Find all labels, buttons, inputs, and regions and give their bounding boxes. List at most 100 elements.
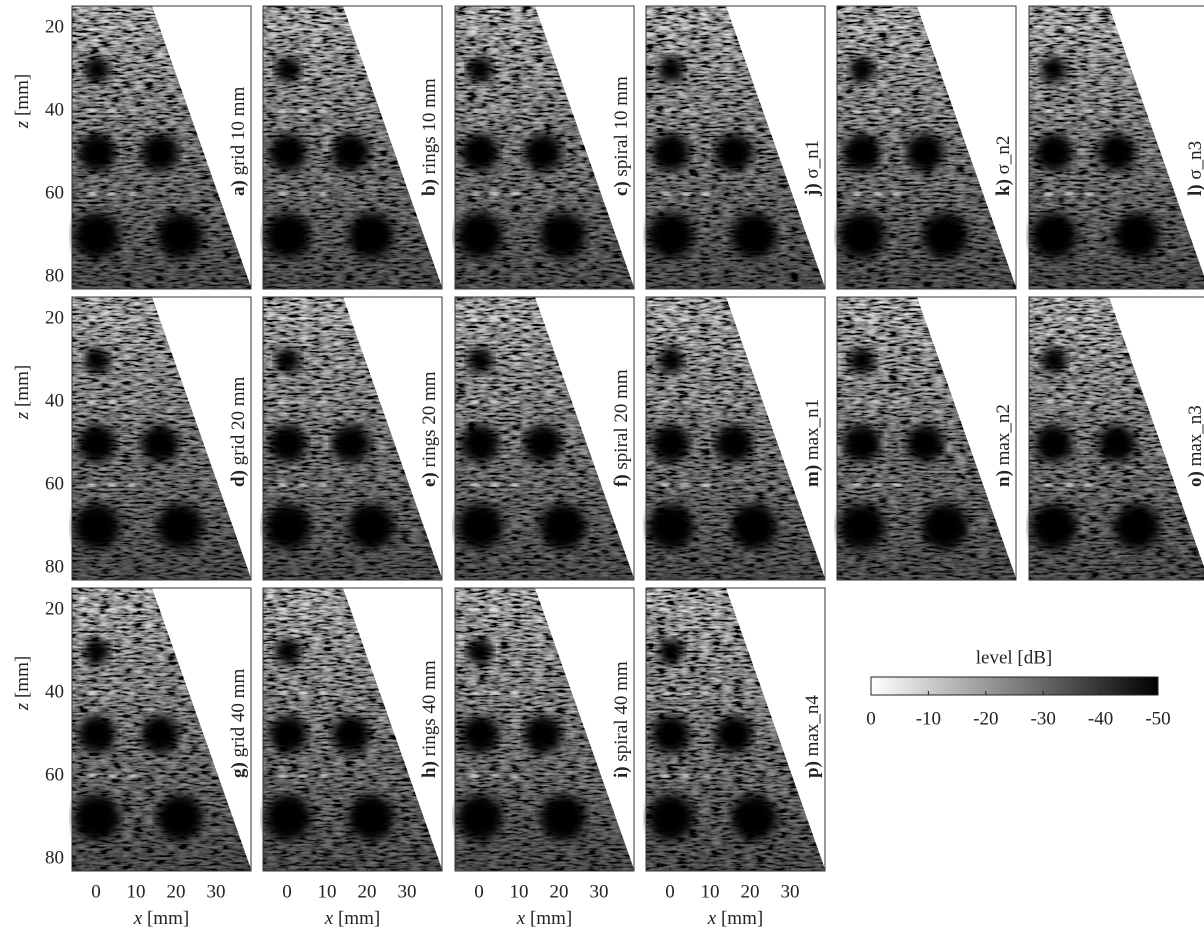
panel (262, 587, 443, 872)
panel-frame (454, 587, 635, 872)
x-axis-label: x [mm] (707, 908, 763, 929)
reflector (298, 317, 308, 321)
panel-letter: k) (993, 179, 1014, 196)
panel-label: i) spiral 40 mm (611, 661, 632, 778)
panel-label: a) grid 10 mm (228, 87, 249, 196)
reflector (87, 400, 97, 404)
colorbar-tick-label: -10 (916, 708, 941, 729)
panel-label: n) max_n2 (993, 404, 1014, 487)
reflector (278, 608, 288, 612)
reflector (318, 317, 328, 321)
reflector (510, 691, 520, 695)
x-axis-label: x [mm] (324, 908, 380, 929)
z-unit: [mm] (12, 365, 33, 407)
reflector (510, 774, 520, 778)
x-axis-label: x [mm] (133, 908, 189, 929)
panel-frame (836, 5, 1017, 290)
cyst (1035, 133, 1073, 172)
cyst (1031, 503, 1077, 550)
sector-edge (152, 297, 252, 581)
reflector (1044, 192, 1054, 196)
panel-frame (836, 296, 1017, 581)
reflector (701, 109, 711, 113)
panel-letter: m) (802, 465, 823, 487)
cyst (74, 794, 120, 841)
cyst (84, 347, 110, 374)
reflector (298, 774, 308, 778)
reflector (661, 608, 671, 612)
panel (836, 296, 1017, 581)
reflector (470, 192, 480, 196)
x-tick-label: 10 (510, 881, 529, 902)
x-var: x (707, 908, 717, 929)
reflector (510, 26, 520, 30)
cyst (332, 424, 370, 463)
cyst (467, 56, 493, 83)
reflector (701, 691, 711, 695)
reflector (107, 691, 117, 695)
reflector (490, 774, 500, 778)
panel-frame (645, 5, 826, 290)
reflector (278, 483, 288, 487)
reflector (661, 774, 671, 778)
reflector (107, 192, 117, 196)
x-tick-label: 10 (127, 881, 146, 902)
cyst (1031, 212, 1077, 259)
panel-label: g) grid 40 mm (228, 669, 249, 778)
x-tick-label: 20 (358, 881, 377, 902)
panel-letter: g) (228, 762, 249, 778)
sector-edge (152, 588, 252, 872)
reflector (490, 483, 500, 487)
x-tick-label: 20 (167, 881, 186, 902)
reflector (1084, 483, 1094, 487)
z-tick-label: 80 (45, 265, 64, 286)
reflector (298, 691, 308, 695)
reflector (107, 26, 117, 30)
panel-letter: l) (1185, 184, 1204, 196)
cyst (1041, 56, 1067, 83)
cyst (648, 794, 694, 841)
reflector (1044, 109, 1054, 113)
reflector (681, 192, 691, 196)
reflector (87, 26, 97, 30)
reflector (318, 26, 328, 30)
colorbar-tick-label: -50 (1145, 708, 1170, 729)
z-axis-label: z [mm] (12, 656, 33, 711)
reflector (470, 774, 480, 778)
reflector (490, 400, 500, 404)
panel-letter: e) (419, 472, 440, 487)
panel-label: k) σ_n2 (993, 136, 1014, 196)
reflector (1084, 400, 1094, 404)
panel-frame (645, 587, 826, 872)
x-tick-label: 30 (207, 881, 226, 902)
panel-frame (1028, 296, 1204, 581)
panel-label: d) grid 20 mm (228, 376, 249, 487)
cyst (348, 212, 394, 259)
cyst (1098, 133, 1136, 172)
panel-label: o) max_n3 (1185, 405, 1204, 487)
cyst (922, 503, 968, 550)
panel (1028, 5, 1204, 290)
x-var: x (516, 908, 526, 929)
reflector (127, 483, 137, 487)
panel-frame (262, 587, 443, 872)
panel-label: f) spiral 20 mm (611, 369, 632, 487)
reflector (661, 483, 671, 487)
panel (645, 5, 826, 290)
reflector (872, 192, 882, 196)
panel-letter: d) (228, 470, 249, 487)
reflector (490, 608, 500, 612)
reflector (278, 26, 288, 30)
reflector (127, 109, 137, 113)
x-var: x (324, 908, 334, 929)
reflector (107, 400, 117, 404)
z-var: z (12, 120, 33, 129)
sector-edge (343, 588, 443, 872)
panel-letter: i) (611, 766, 632, 778)
cyst (715, 715, 753, 754)
cyst (658, 56, 684, 83)
cyst (906, 424, 944, 463)
reflector (701, 483, 711, 487)
reflector (892, 400, 902, 404)
cyst (265, 794, 311, 841)
